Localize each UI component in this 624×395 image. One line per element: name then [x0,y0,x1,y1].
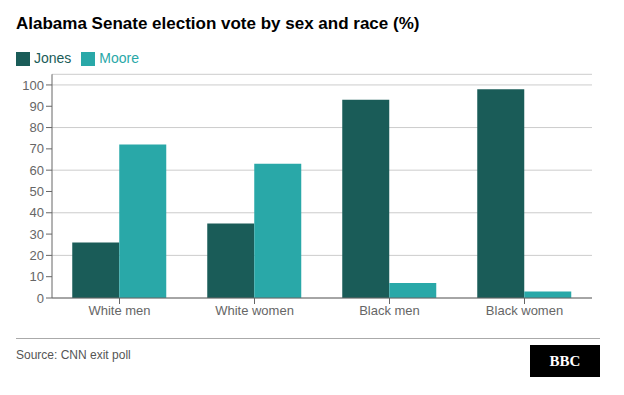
svg-text:40: 40 [30,205,44,220]
svg-text:80: 80 [30,120,44,135]
html-text:Source: CNN exit poll: Source: CNN exit poll [16,348,131,362]
svg-text:60: 60 [30,163,44,178]
svg-text:50: 50 [30,184,44,199]
svg-text:Black men: Black men [359,303,420,318]
svg-text:20: 20 [30,248,44,263]
html-text:Jones: Jones [34,50,72,66]
svg-text:70: 70 [30,141,44,156]
svg-text:30: 30 [30,227,44,242]
svg-text:90: 90 [30,99,44,114]
svg-text:0: 0 [37,291,44,306]
svg-text:White men: White men [88,303,150,318]
svg-text:100: 100 [22,78,44,93]
html-text:Alabama Senate election vote b: Alabama Senate election vote by sex and … [16,14,420,33]
html-text:BBC: BBC [549,352,581,369]
svg-text:Black women: Black women [486,303,563,318]
svg-text:10: 10 [30,269,44,284]
html-text:Moore: Moore [99,50,139,66]
svg-text:White women: White women [215,303,294,318]
